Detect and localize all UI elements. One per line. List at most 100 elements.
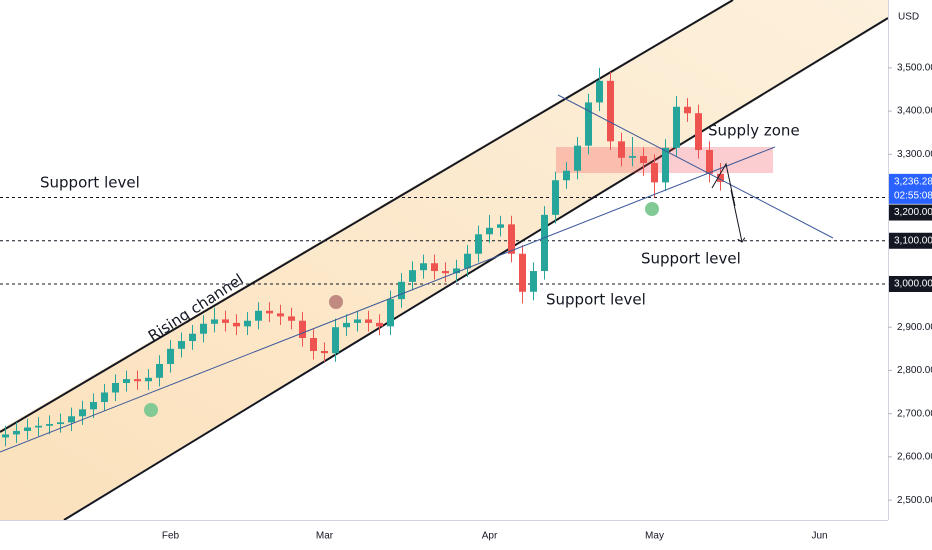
candle-body	[508, 224, 515, 254]
candle-body	[13, 430, 20, 435]
candle-body	[662, 147, 669, 183]
countdown: 02:55:08	[894, 190, 932, 201]
currency-label: USD	[898, 12, 919, 23]
candle-body	[684, 106, 691, 114]
marker	[329, 295, 343, 309]
annotation: Supply zone	[708, 122, 800, 140]
rising-channel-fill	[0, 0, 888, 520]
y-tick-label: 3,400.00	[897, 106, 932, 117]
price-line-label: 3,100.00	[894, 235, 932, 246]
candle-body	[321, 350, 328, 354]
candle-body	[145, 377, 152, 382]
x-tick-label: Feb	[162, 531, 180, 542]
channel-lower	[63, 17, 889, 521]
candle-body	[112, 382, 119, 393]
price-line-box	[889, 204, 932, 221]
y-tick-label: 2,700.00	[897, 408, 932, 419]
candle-body	[640, 156, 647, 163]
candle-body	[387, 299, 394, 327]
time-axis-bg	[0, 520, 888, 550]
candle-body	[332, 327, 339, 354]
candle-body	[486, 227, 493, 235]
candle-body	[24, 427, 31, 431]
candle-body	[629, 156, 636, 158]
candle-body	[541, 214, 548, 272]
candle-body	[233, 322, 240, 327]
candle-body	[717, 173, 724, 182]
candle-body	[90, 401, 97, 410]
candle-body	[288, 316, 295, 321]
candle-body	[695, 113, 702, 150]
candle-body	[618, 141, 625, 158]
x-tick-label: May	[645, 531, 664, 542]
candle-body	[200, 323, 207, 334]
candle-body	[68, 416, 75, 423]
candle-body	[442, 271, 449, 274]
projection-arrow	[711, 162, 742, 242]
marker	[144, 403, 158, 417]
candle-body	[244, 320, 251, 327]
candle-body	[255, 310, 262, 321]
candle-body	[79, 409, 86, 417]
price-axis-bg	[888, 0, 932, 550]
candle-body	[552, 180, 559, 215]
y-tick-label: 3,300.00	[897, 149, 932, 160]
channel-upper	[0, 0, 734, 433]
price-line-box	[889, 275, 932, 292]
candle-body	[453, 268, 460, 274]
candle-body	[497, 224, 504, 228]
annotation: Support level	[40, 174, 140, 192]
candle-body	[431, 263, 438, 272]
candle-body	[35, 425, 42, 428]
candle-body	[211, 319, 218, 324]
y-tick-label: 2,900.00	[897, 322, 932, 333]
x-tick-label: Apr	[482, 531, 498, 542]
candle-body	[222, 319, 229, 323]
price-line-label: 3,000.00	[894, 279, 932, 290]
price-line-box	[889, 232, 932, 249]
candle-body	[706, 149, 713, 174]
candle-body	[475, 234, 482, 254]
candle-body	[123, 379, 130, 383]
candle-body	[673, 106, 680, 148]
x-tick-label: Jun	[811, 531, 827, 542]
y-tick-label: 3,500.00	[897, 63, 932, 74]
candle-body	[101, 392, 108, 402]
candle-body	[277, 313, 284, 317]
candle-body	[519, 253, 526, 292]
candle-body	[585, 102, 592, 146]
candle-body	[189, 333, 196, 342]
candle-body	[376, 322, 383, 327]
y-tick-label: 2,500.00	[897, 495, 932, 506]
candle-body	[2, 434, 9, 438]
candle-body	[596, 80, 603, 103]
annotation: Support level	[641, 250, 741, 268]
candle-body	[354, 319, 361, 323]
candle-body	[266, 310, 273, 314]
y-tick-label: 2,600.00	[897, 452, 932, 463]
price-line-label: 3,200.00	[894, 207, 932, 218]
candle-body	[651, 162, 658, 183]
candle-body	[299, 320, 306, 339]
candle-body	[310, 338, 317, 351]
trend-line	[0, 146, 776, 453]
candle-body	[57, 422, 64, 425]
descending-line	[557, 94, 834, 239]
y-tick-label: 2,800.00	[897, 365, 932, 376]
candle-body	[365, 319, 372, 323]
candle-body	[398, 281, 405, 300]
last-price-box	[889, 173, 932, 204]
candle-body	[409, 270, 416, 282]
candle-body	[134, 379, 141, 382]
candle-body	[46, 424, 53, 426]
x-tick-label: Mar	[316, 531, 334, 542]
marker	[645, 202, 659, 216]
candle-body	[574, 145, 581, 171]
candle-body	[420, 263, 427, 271]
candle-body	[156, 363, 163, 378]
annotation: Support level	[546, 291, 646, 309]
candle-body	[464, 253, 471, 269]
candle-body	[530, 271, 537, 292]
candle-body	[178, 341, 185, 349]
